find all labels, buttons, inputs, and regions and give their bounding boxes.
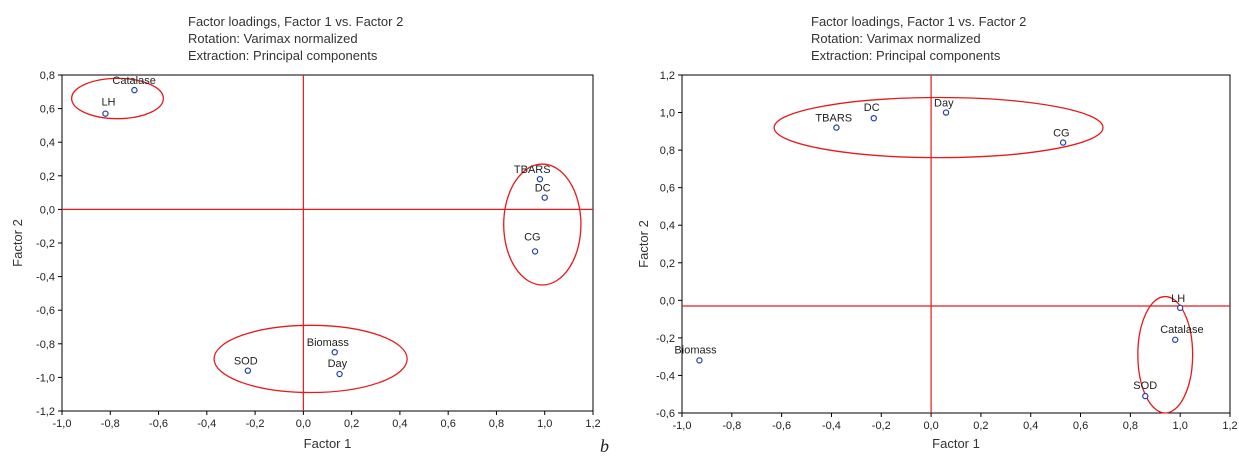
chart-a-svg: Factor loadings, Factor 1 vs. Factor 2 Ro… [10, 14, 601, 451]
cluster-ellipse [773, 96, 1104, 159]
x-tick-label: 0,8 [489, 418, 504, 430]
x-tick-label: 0,6 [1073, 420, 1088, 432]
point-label-cg: CG [524, 231, 541, 243]
data-point-lh [102, 110, 109, 117]
data-point-dc [870, 114, 877, 122]
y-tick-label: 0,2 [660, 258, 675, 270]
y-tick-label: -0,2 [36, 238, 55, 250]
x-tick-label: -0,2 [246, 418, 265, 430]
data-point-cg [531, 248, 539, 255]
chart-title-line: Factor loadings, Factor 1 vs. Factor 2 [811, 14, 1026, 29]
x-axis-label: Factor 1 [932, 436, 980, 451]
x-tick-label: -0,6 [772, 420, 791, 432]
x-tick-label: 0,0 [296, 418, 311, 430]
x-tick-label: 0,2 [344, 418, 359, 430]
x-tick-label: 0,8 [1123, 420, 1138, 432]
chart-title-line: Factor loadings, Factor 1 vs. Factor 2 [188, 14, 403, 29]
point-label-tbars: TBARS [815, 113, 852, 125]
data-point-cg [1059, 139, 1067, 146]
x-tick-label: 1,0 [1173, 420, 1188, 432]
point-label-tbars: TBARS [514, 164, 551, 176]
x-tick-label: -0,4 [822, 420, 841, 432]
x-tick-label: -0,8 [722, 420, 741, 432]
data-point-sod [1142, 392, 1149, 400]
point-label-day: Day [934, 98, 954, 110]
y-tick-label: -0,2 [656, 333, 675, 345]
data-point-tbars [536, 175, 544, 183]
data-point-lh [1176, 304, 1184, 312]
y-tick-label: -0,6 [656, 408, 675, 420]
y-axis-label: Factor 2 [636, 220, 651, 268]
point-label-sod: SOD [234, 356, 258, 368]
y-tick-label: 0,0 [40, 204, 55, 216]
y-tick-label: -1,0 [36, 372, 55, 384]
x-tick-label: 0,0 [923, 420, 938, 432]
y-tick-label: 0,6 [40, 104, 55, 116]
plot-frame [681, 74, 1231, 414]
x-tick-label: -0,4 [197, 418, 216, 430]
point-label-dc: DC [864, 102, 880, 114]
y-tick-label: 0,8 [40, 70, 55, 82]
point-label-day: Day [328, 358, 348, 370]
point-label-dc: DC [535, 183, 551, 195]
x-tick-label: 1,0 [537, 418, 552, 430]
point-label-lh: LH [101, 97, 115, 109]
point-label-catalase: Catalase [112, 75, 155, 87]
x-axis-label: Factor 1 [304, 436, 352, 451]
y-tick-label: 0,2 [40, 171, 55, 183]
y-tick-label: -1,2 [36, 406, 55, 418]
point-label-biomass: Biomass [307, 337, 350, 349]
chart-b: Factor loadings, Factor 1 vs. Factor 2 Ro… [618, 0, 1239, 459]
data-point-tbars [833, 124, 840, 131]
y-tick-label: 0,6 [660, 183, 675, 195]
y-tick-label: -0,4 [656, 370, 675, 382]
point-label-sod: SOD [1133, 380, 1157, 392]
x-tick-label: -1,0 [53, 418, 72, 430]
x-tick-label: -0,8 [101, 418, 120, 430]
point-label-catalase: Catalase [1160, 324, 1203, 336]
cluster-ellipse [1137, 295, 1194, 414]
cluster-ellipse [71, 77, 165, 120]
x-tick-label: -1,0 [673, 420, 692, 432]
chart-a: Factor loadings, Factor 1 vs. Factor 2 Ro… [0, 0, 610, 459]
x-tick-label: 1,2 [1222, 420, 1237, 432]
chart-b-svg: Factor loadings, Factor 1 vs. Factor 2 Ro… [636, 14, 1238, 451]
data-point-biomass [331, 349, 338, 356]
figure-letter: b [600, 436, 609, 456]
y-tick-label: 0,8 [660, 145, 675, 157]
point-label-lh: LH [1171, 293, 1185, 305]
y-tick-label: 0,4 [40, 137, 55, 149]
cluster-ellipse [213, 324, 408, 394]
point-label-cg: CG [1053, 128, 1070, 140]
point-label-biomass: Biomass [674, 344, 717, 356]
chart-title-line: Extraction: Principal components [811, 48, 1001, 63]
data-point-sod [244, 367, 252, 374]
x-tick-label: -0,2 [872, 420, 891, 432]
data-point-catalase [131, 86, 138, 94]
data-point-dc [541, 194, 548, 201]
y-tick-label: -0,8 [36, 339, 55, 351]
y-tick-label: 0,0 [660, 295, 675, 307]
x-tick-label: 0,2 [973, 420, 988, 432]
y-axis-label: Factor 2 [10, 219, 25, 267]
x-tick-label: 0,4 [392, 418, 407, 430]
y-tick-label: 1,0 [660, 108, 675, 120]
chart-title-line: Rotation: Varimax normalized [188, 31, 358, 46]
y-tick-label: -0,6 [36, 305, 55, 317]
y-tick-label: 0,4 [660, 220, 675, 232]
data-point-day [336, 370, 343, 378]
cluster-ellipse [503, 163, 582, 286]
data-point-biomass [696, 357, 703, 364]
x-tick-label: -0,6 [149, 418, 168, 430]
chart-title-line: Rotation: Varimax normalized [811, 31, 981, 46]
data-point-day [942, 109, 950, 116]
x-tick-label: 1,2 [585, 418, 600, 430]
data-point-catalase [1172, 336, 1179, 343]
x-tick-label: 0,4 [1023, 420, 1038, 432]
x-tick-label: 0,6 [441, 418, 456, 430]
chart-title-line: Extraction: Principal components [188, 48, 378, 63]
y-tick-label: 1,2 [660, 70, 675, 82]
y-tick-label: -0,4 [36, 272, 55, 284]
